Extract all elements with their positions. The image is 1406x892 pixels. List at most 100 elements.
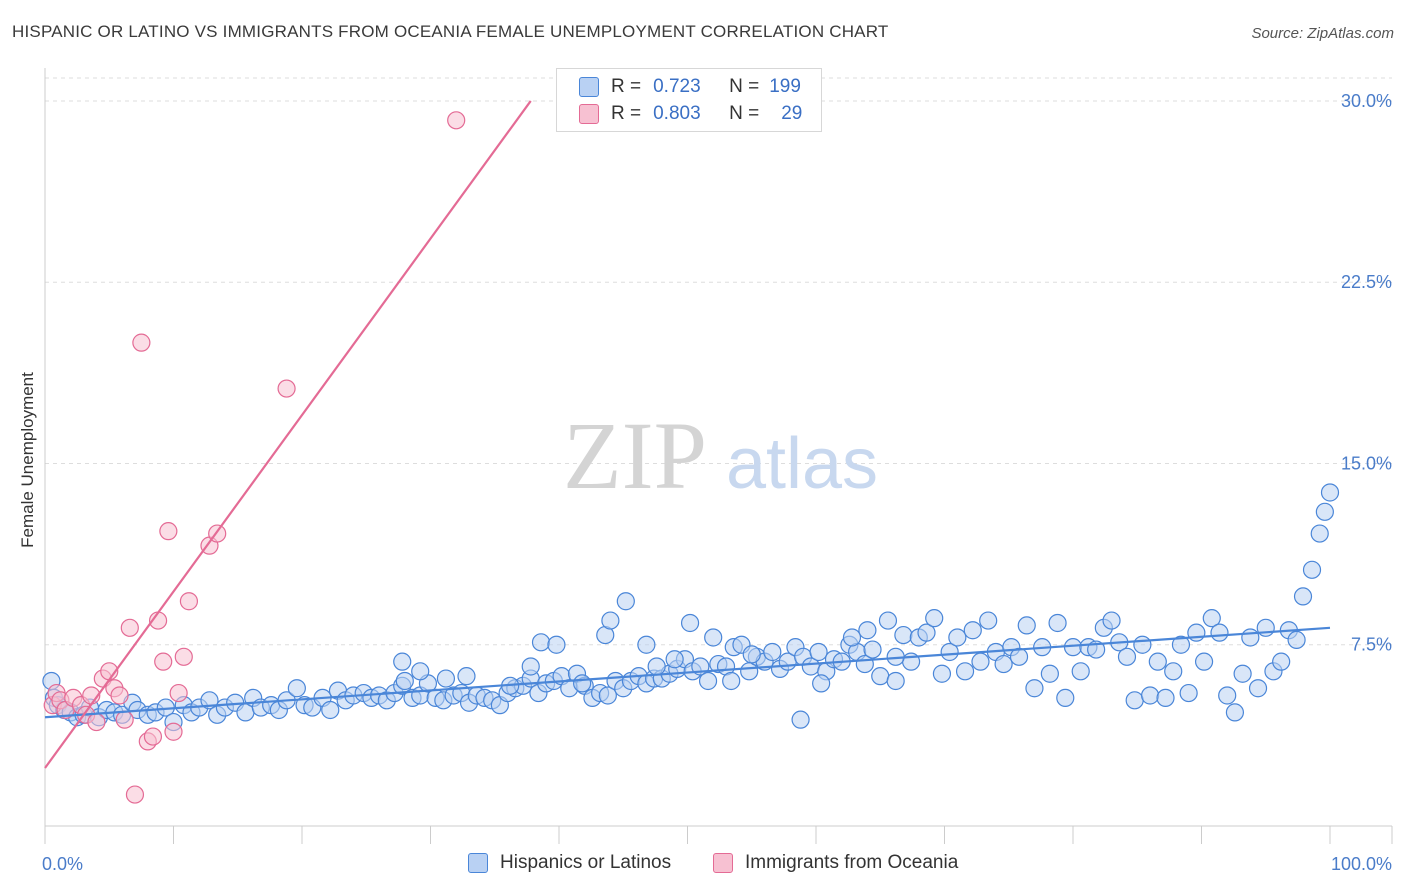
hispanic-point (457, 667, 476, 686)
hispanic-point (1156, 688, 1175, 708)
hispanic-point (1248, 679, 1268, 698)
hispanic-point (871, 667, 890, 686)
hispanic-point (637, 635, 656, 654)
hispanic-point (1202, 609, 1221, 628)
oceania-point (110, 686, 129, 705)
watermark-zip: ZIP (563, 402, 707, 509)
hispanic-point (940, 642, 959, 662)
legend-item-hispanics[interactable]: Hispanics or Latinos (468, 852, 671, 874)
x-tick-label: 100.0% (1331, 854, 1392, 874)
r-label: R = (611, 76, 642, 97)
oceania-point (277, 379, 296, 398)
r-value: 0.803 (653, 103, 701, 124)
hispanic-point (1071, 662, 1090, 681)
hispanic-point (1102, 611, 1121, 630)
hispanic-point (1302, 560, 1322, 579)
oceania-point (154, 652, 173, 671)
hispanic-trend-line (44, 626, 1331, 719)
hispanic-point (925, 609, 944, 628)
hispanic-point (1179, 683, 1198, 703)
hispanic-point (573, 674, 592, 693)
blue-swatch-icon (579, 77, 599, 97)
oceania-point (87, 712, 106, 732)
gridlines (45, 77, 1392, 646)
hispanic-point (521, 657, 540, 676)
oceania-point (164, 722, 183, 741)
pink-swatch-icon (579, 104, 599, 124)
chart-title: HISPANIC OR LATINO VS IMMIGRANTS FROM OC… (12, 22, 889, 41)
hispanic-point (971, 652, 990, 671)
hispanic-point (1133, 635, 1152, 654)
hispanic-point (1320, 483, 1340, 502)
oceania-point (115, 710, 134, 729)
hispanic-point (948, 628, 967, 647)
hispanic-point (1210, 623, 1229, 642)
hispanic-point (1225, 703, 1245, 722)
hispanic-point (531, 633, 551, 652)
oceania-point (159, 522, 178, 541)
oceania-point (132, 333, 151, 352)
hispanic-point (1293, 587, 1313, 606)
legend-row-hispanics: R = 0.723 N = 199 (579, 75, 801, 99)
hispanic-point (1048, 613, 1067, 633)
hispanic-point (321, 700, 340, 720)
source-label: Source: ZipAtlas.com (1251, 25, 1394, 42)
hispanic-point (647, 657, 666, 676)
hispanic-point (1310, 524, 1329, 543)
x-tick-label: 0.0% (42, 854, 83, 874)
hispanic-point (1117, 647, 1137, 666)
series-legend: Hispanics or Latinos Immigrants from Oce… (0, 852, 1406, 878)
hispanic-point (886, 671, 905, 691)
oceania-point (179, 592, 199, 611)
series-hispanics-points (42, 483, 1340, 732)
hispanic-point (863, 640, 882, 659)
hispanic-point (436, 669, 456, 688)
hispanic-point (791, 710, 810, 729)
axes (44, 68, 1393, 844)
hispanic-point (393, 652, 412, 671)
hispanic-point (1164, 662, 1183, 681)
y-tick-label: 30.0% (1341, 91, 1392, 111)
hispanic-point (842, 628, 862, 647)
hispanic-point (809, 642, 828, 662)
hispanic-point (698, 671, 718, 691)
hispanic-point (994, 654, 1013, 674)
hispanic-point (1009, 647, 1029, 666)
oceania-trend-line (44, 100, 532, 769)
hispanic-point (1272, 652, 1291, 671)
oceania-point (143, 727, 163, 746)
hispanic-point (395, 671, 414, 691)
n-value: 29 (781, 103, 803, 124)
hispanic-point (932, 664, 952, 683)
hispanic-point (812, 674, 831, 693)
legend-item-oceania[interactable]: Immigrants from Oceania (713, 852, 958, 874)
tick-labels: 7.5% 15.0% 22.5% 30.0% 0.0% 100.0% (42, 91, 1392, 874)
trend-lines (44, 100, 1331, 769)
blue-swatch-icon (468, 853, 488, 873)
hispanic-point (917, 623, 936, 642)
legend-label: Immigrants from Oceania (745, 852, 959, 873)
hispanic-point (858, 621, 877, 640)
hispanic-point (955, 662, 975, 681)
hispanic-point (722, 671, 741, 691)
hispanic-point (878, 611, 898, 630)
oceania-point (125, 785, 145, 804)
hispanic-point (1171, 635, 1191, 654)
r-value: 0.723 (653, 76, 701, 97)
watermark-atlas: atlas (726, 424, 878, 504)
y-tick-label: 7.5% (1351, 635, 1392, 655)
hispanic-point (411, 662, 430, 681)
hispanic-point (547, 635, 566, 654)
hispanic-point (963, 621, 982, 640)
hispanic-point (1017, 616, 1036, 635)
correlation-legend: R = 0.723 N = 199 R = 0.803 N = 29 (556, 68, 822, 132)
hispanic-point (1148, 652, 1167, 671)
hispanic-point (680, 613, 700, 633)
r-label: R = (611, 103, 642, 124)
hispanic-point (1194, 652, 1214, 671)
hispanic-point (1233, 664, 1252, 683)
hispanic-point (1218, 686, 1237, 705)
oceania-point (447, 111, 466, 130)
n-label: N = (729, 76, 760, 97)
